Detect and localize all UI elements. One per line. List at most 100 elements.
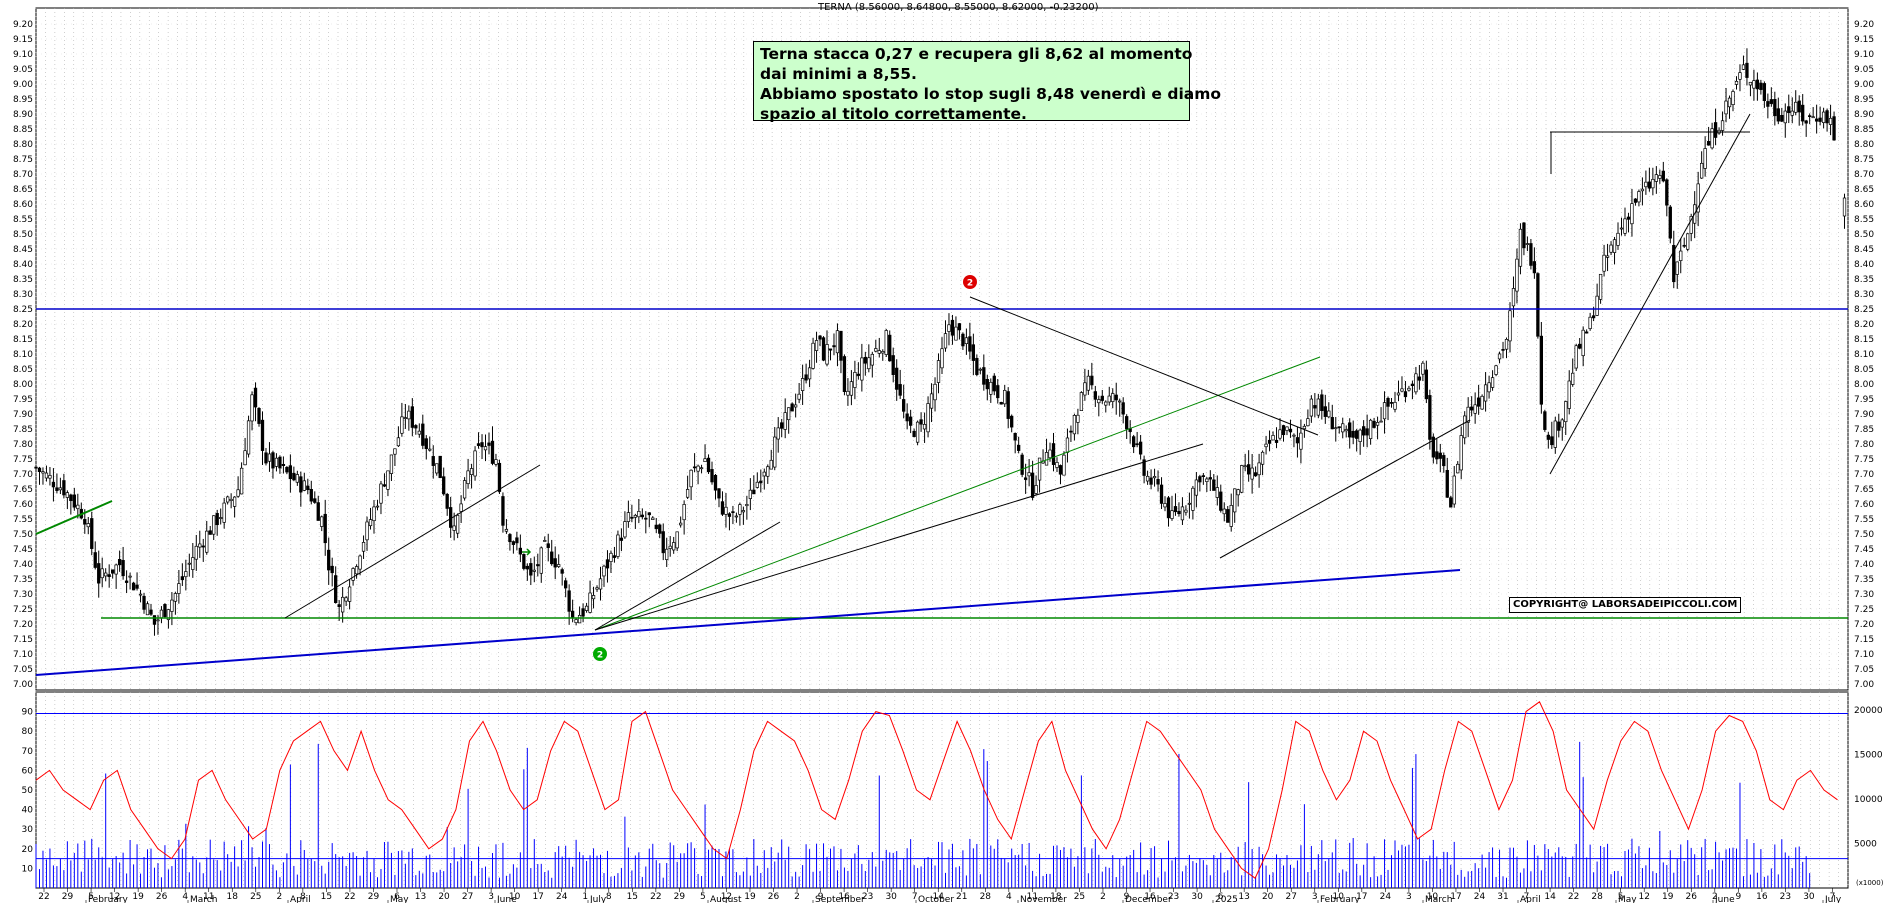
candle-up — [435, 463, 439, 474]
candle-up — [1588, 316, 1592, 330]
candle-down — [142, 595, 146, 610]
candle-down — [1389, 402, 1394, 404]
price-tick-label: 7.45 — [1854, 545, 1874, 555]
candle-up — [1299, 432, 1303, 450]
candle-up — [396, 437, 401, 447]
candle-down — [508, 534, 512, 543]
candle-up — [1727, 97, 1732, 108]
candle-down — [1787, 106, 1791, 114]
candle-down — [661, 531, 665, 554]
candle-up — [1456, 463, 1460, 474]
candle-up — [623, 521, 627, 538]
candle-down — [902, 399, 906, 412]
price-tick-label: 8.25 — [1854, 305, 1874, 315]
candle-down — [654, 524, 658, 530]
candle-down — [72, 494, 76, 508]
candle-up — [1748, 81, 1753, 86]
candle-up — [1483, 384, 1488, 402]
candle-down — [201, 545, 205, 548]
candle-down — [1212, 479, 1216, 491]
candle-down — [863, 356, 867, 364]
candle-up — [1504, 339, 1509, 350]
date-tick-label: 3 — [1406, 892, 1412, 902]
candle-up — [745, 504, 749, 507]
candle-down — [1138, 441, 1143, 455]
candle-down — [1804, 120, 1808, 124]
candle-up — [1034, 485, 1038, 494]
candle-up — [1473, 404, 1477, 414]
candle-down — [278, 456, 282, 469]
candle-down — [727, 513, 732, 517]
candle-up — [100, 568, 104, 579]
candle-down — [856, 373, 861, 376]
candle-down — [1069, 430, 1073, 433]
candle-up — [1309, 398, 1314, 417]
chart-title: TERNA (8.56000, 8.64800, 8.55000, 8.6200… — [818, 2, 1099, 13]
candle-down — [1149, 477, 1153, 485]
candle-up — [577, 614, 582, 624]
candle-up — [389, 454, 394, 474]
volume-tick-label: 10000 — [1854, 795, 1883, 805]
candle-down — [299, 476, 303, 493]
candle-up — [243, 450, 247, 466]
date-tick-label: 29 — [368, 892, 380, 902]
date-tick-label: 26 — [1686, 892, 1698, 902]
price-tick-label: 7.75 — [1854, 455, 1874, 465]
candle-up — [800, 378, 805, 391]
candle-up — [219, 517, 223, 519]
candle-down — [1543, 411, 1547, 430]
date-tick-label: 9 — [818, 892, 824, 902]
candle-up — [1734, 80, 1739, 85]
candle-down — [1320, 394, 1324, 411]
candle-up — [1396, 392, 1401, 396]
candle-down — [905, 413, 909, 422]
candle-up — [724, 506, 728, 515]
candle-down — [1135, 443, 1139, 446]
volume-bars — [35, 741, 1811, 888]
candle-up — [173, 593, 178, 602]
candle-down — [1372, 420, 1376, 428]
candle-down — [97, 563, 101, 584]
candle-down — [1536, 273, 1540, 337]
candle-up — [877, 350, 881, 354]
candle-up — [114, 564, 118, 575]
date-tick-label: 18 — [1050, 892, 1062, 902]
candle-down — [1267, 439, 1272, 444]
month-label: September — [815, 895, 865, 903]
candle-up — [375, 505, 380, 508]
price-tick-label: 8.05 — [13, 365, 33, 375]
candle-down — [480, 442, 484, 448]
date-tick-label: 9 — [1124, 892, 1130, 902]
candle-down — [476, 443, 481, 446]
candle-down — [996, 385, 1000, 399]
date-tick-label: 7 — [1830, 892, 1836, 902]
candle-down — [1006, 391, 1010, 419]
candle-up — [1062, 454, 1066, 476]
price-tick-label: 7.05 — [13, 665, 33, 675]
candle-down — [107, 574, 111, 577]
candle-up — [1327, 410, 1331, 418]
candle-up — [194, 545, 198, 560]
candle-down — [828, 348, 833, 351]
candle-up — [86, 523, 90, 528]
candle-up — [365, 521, 369, 541]
candle-down — [1832, 116, 1836, 141]
candle-down — [971, 344, 976, 361]
candle-down — [1051, 443, 1056, 465]
candle-down — [309, 488, 313, 502]
candle-down — [1023, 477, 1028, 480]
candle-down — [1351, 430, 1355, 438]
date-tick-label: 15 — [627, 892, 638, 902]
candle-up — [595, 587, 599, 590]
price-tick-label: 7.65 — [1854, 485, 1874, 495]
candle-up — [769, 459, 773, 470]
candle-up — [393, 448, 397, 455]
candle-up — [811, 342, 815, 369]
candle-down — [257, 408, 261, 424]
candle-down — [511, 541, 516, 545]
candle-up — [1658, 175, 1662, 179]
candle-down — [1745, 62, 1749, 78]
candle-down — [1156, 479, 1160, 485]
candle-down — [912, 430, 916, 437]
candle-up — [633, 514, 638, 518]
